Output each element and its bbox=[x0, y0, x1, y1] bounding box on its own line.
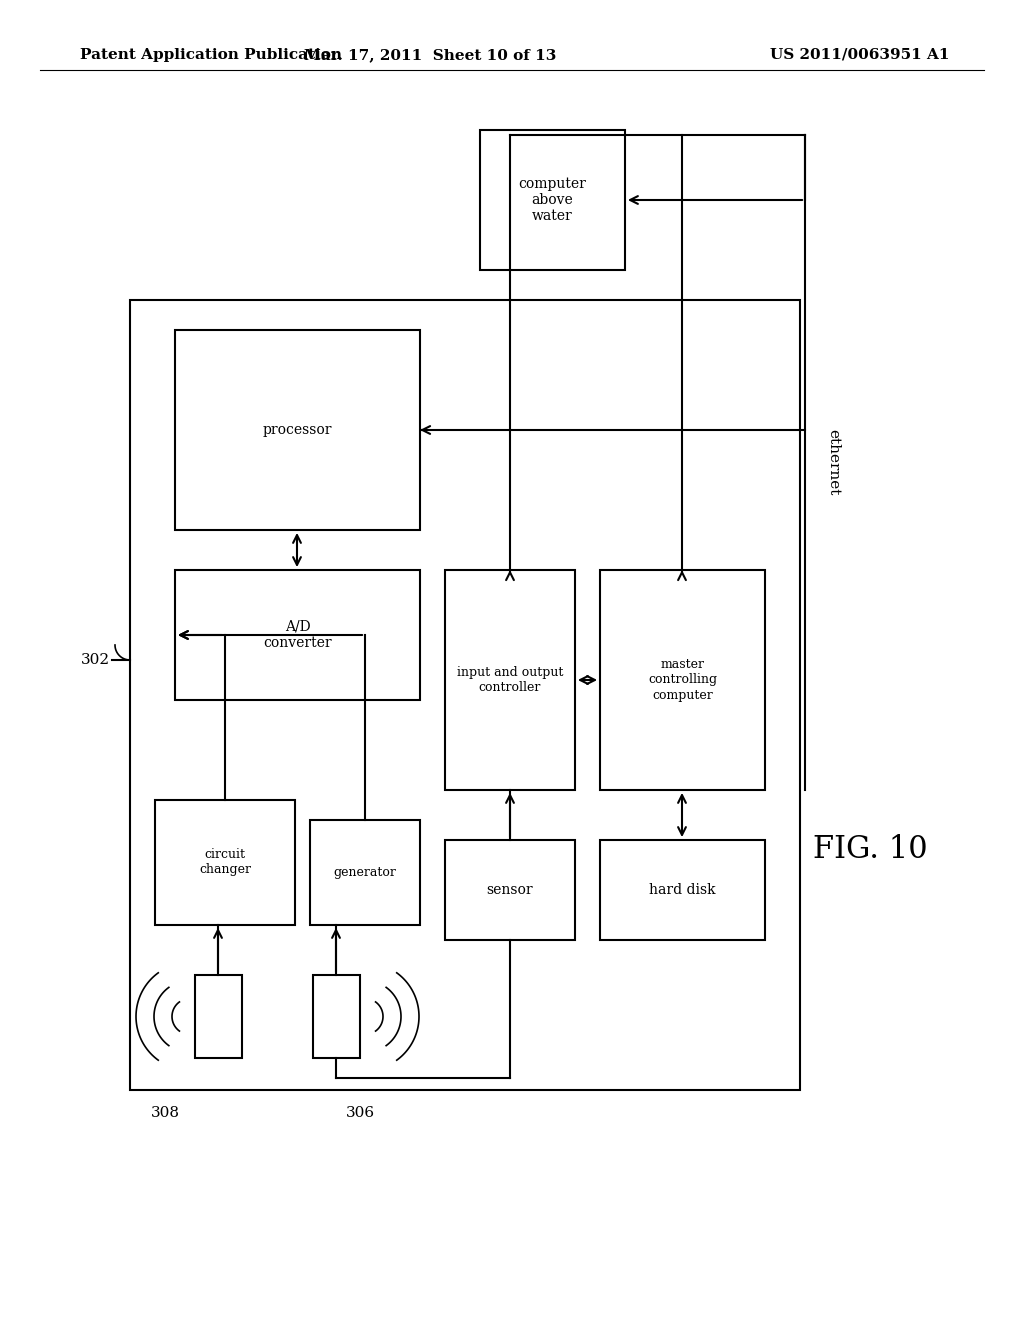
Text: 308: 308 bbox=[151, 1106, 179, 1119]
Bar bbox=[480, 129, 625, 271]
Text: 302: 302 bbox=[81, 653, 110, 667]
Bar bbox=[445, 570, 575, 789]
Bar bbox=[175, 330, 420, 531]
Text: hard disk: hard disk bbox=[649, 883, 716, 898]
Bar bbox=[445, 840, 575, 940]
Text: circuit
changer: circuit changer bbox=[199, 849, 251, 876]
Bar bbox=[130, 300, 800, 1090]
Text: ethernet: ethernet bbox=[826, 429, 840, 495]
Bar bbox=[313, 975, 360, 1059]
Text: computer
above
water: computer above water bbox=[518, 177, 587, 223]
Text: 306: 306 bbox=[345, 1106, 375, 1119]
Bar bbox=[195, 975, 242, 1059]
Bar bbox=[175, 570, 420, 700]
Bar bbox=[310, 820, 420, 925]
Text: sensor: sensor bbox=[486, 883, 534, 898]
Text: Patent Application Publication: Patent Application Publication bbox=[80, 48, 342, 62]
Text: FIG. 10: FIG. 10 bbox=[813, 834, 928, 866]
Text: US 2011/0063951 A1: US 2011/0063951 A1 bbox=[770, 48, 950, 62]
Text: A/D
converter: A/D converter bbox=[263, 620, 332, 651]
Bar bbox=[155, 800, 295, 925]
Bar bbox=[600, 840, 765, 940]
Text: input and output
controller: input and output controller bbox=[457, 667, 563, 694]
Text: processor: processor bbox=[263, 422, 332, 437]
Bar bbox=[600, 570, 765, 789]
Text: Mar. 17, 2011  Sheet 10 of 13: Mar. 17, 2011 Sheet 10 of 13 bbox=[304, 48, 556, 62]
Text: generator: generator bbox=[334, 866, 396, 879]
Text: master
controlling
computer: master controlling computer bbox=[648, 659, 717, 701]
